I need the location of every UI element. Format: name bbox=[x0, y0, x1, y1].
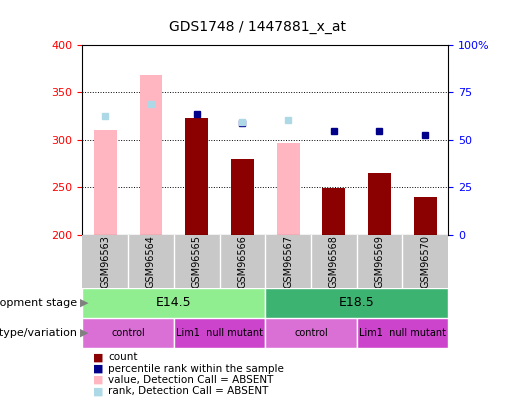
Text: ■: ■ bbox=[93, 364, 103, 374]
Text: ■: ■ bbox=[93, 386, 103, 396]
Text: GSM96565: GSM96565 bbox=[192, 235, 202, 288]
Text: ▶: ▶ bbox=[80, 328, 89, 338]
Bar bbox=[231, 159, 254, 235]
Text: GDS1748 / 1447881_x_at: GDS1748 / 1447881_x_at bbox=[169, 20, 346, 34]
Text: genotype/variation: genotype/variation bbox=[0, 328, 77, 338]
Text: GSM96569: GSM96569 bbox=[374, 235, 385, 288]
Text: control: control bbox=[111, 328, 145, 338]
Bar bbox=[414, 197, 437, 235]
Text: GSM96567: GSM96567 bbox=[283, 235, 293, 288]
Text: GSM96566: GSM96566 bbox=[237, 235, 247, 288]
Text: GSM96563: GSM96563 bbox=[100, 235, 110, 288]
Bar bbox=[322, 188, 345, 235]
Bar bbox=[277, 143, 300, 235]
Text: value, Detection Call = ABSENT: value, Detection Call = ABSENT bbox=[108, 375, 273, 385]
Text: development stage: development stage bbox=[0, 298, 77, 308]
Text: ▶: ▶ bbox=[80, 298, 89, 308]
Text: E14.5: E14.5 bbox=[156, 296, 192, 309]
Bar bbox=[140, 75, 162, 235]
Bar bbox=[265, 288, 448, 318]
Bar bbox=[94, 130, 117, 235]
Bar bbox=[265, 318, 356, 348]
Bar bbox=[82, 288, 265, 318]
Text: GSM96568: GSM96568 bbox=[329, 235, 339, 288]
Text: count: count bbox=[108, 352, 138, 362]
Bar bbox=[356, 318, 448, 348]
Bar bbox=[368, 173, 391, 235]
Text: control: control bbox=[294, 328, 328, 338]
Bar bbox=[174, 318, 265, 348]
Text: ■: ■ bbox=[93, 375, 103, 385]
Text: ■: ■ bbox=[93, 352, 103, 362]
Text: rank, Detection Call = ABSENT: rank, Detection Call = ABSENT bbox=[108, 386, 268, 396]
Text: E18.5: E18.5 bbox=[339, 296, 374, 309]
Text: percentile rank within the sample: percentile rank within the sample bbox=[108, 364, 284, 374]
Text: Lim1  null mutant: Lim1 null mutant bbox=[176, 328, 263, 338]
Text: Lim1  null mutant: Lim1 null mutant bbox=[359, 328, 446, 338]
Bar bbox=[185, 118, 208, 235]
Bar bbox=[82, 318, 174, 348]
Text: GSM96564: GSM96564 bbox=[146, 235, 156, 288]
Text: GSM96570: GSM96570 bbox=[420, 235, 430, 288]
